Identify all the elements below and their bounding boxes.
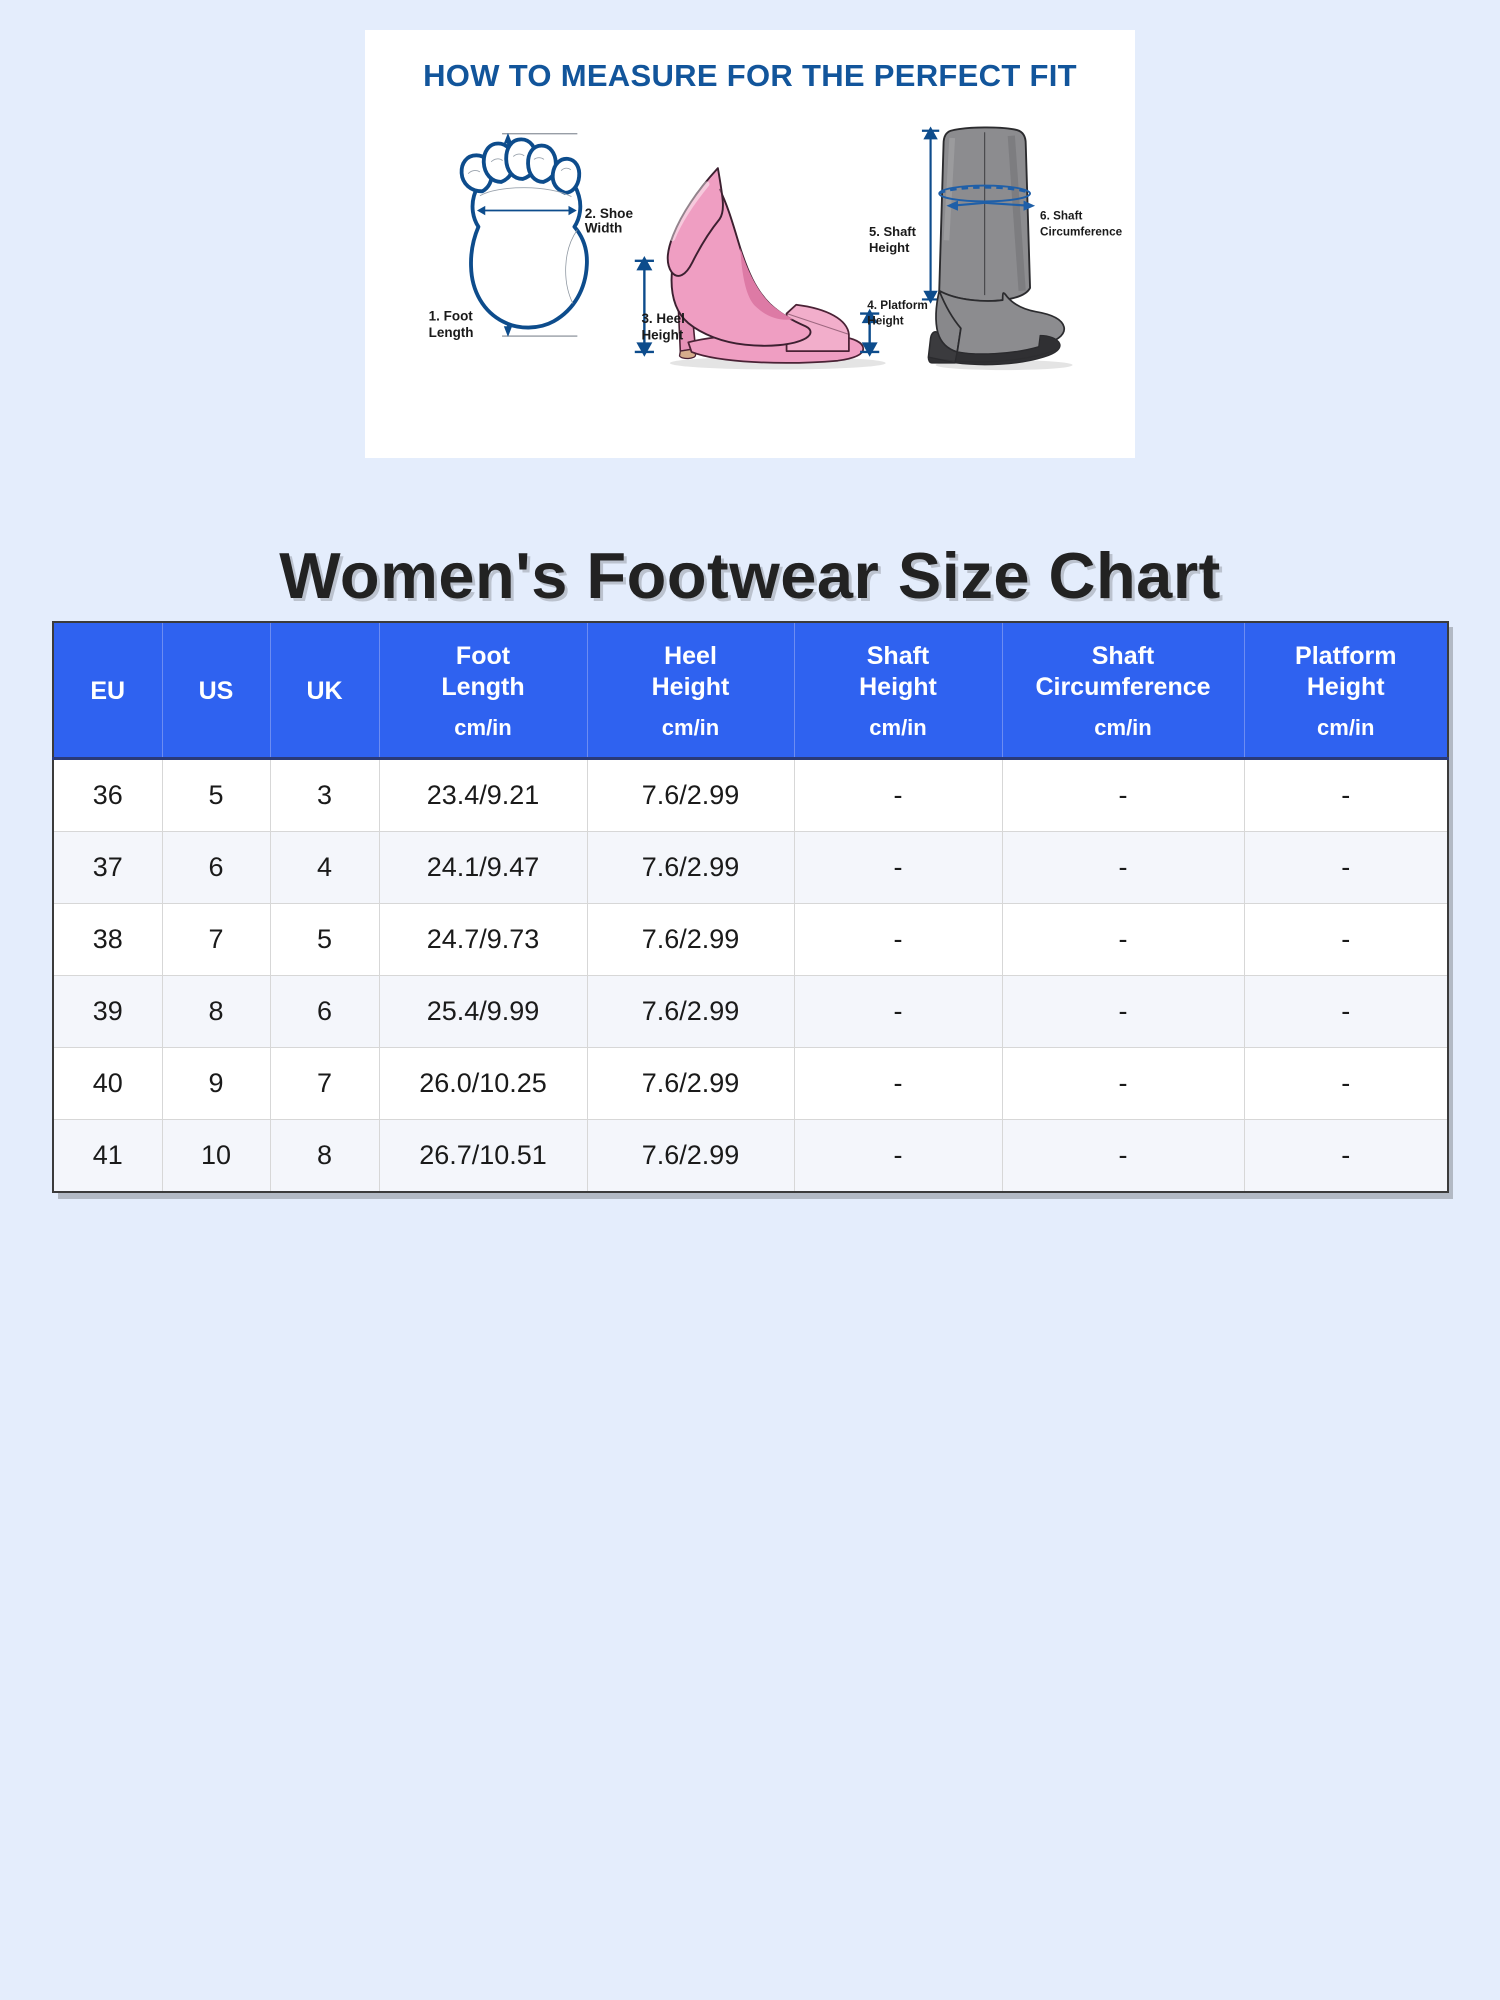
svg-text:2. Shoe: 2. Shoe [585, 206, 634, 221]
svg-text:Height: Height [867, 315, 904, 328]
svg-text:Height: Height [641, 328, 683, 343]
svg-text:3. Heel: 3. Heel [641, 311, 684, 326]
svg-text:5. Shaft: 5. Shaft [869, 224, 917, 239]
svg-text:4. Platform: 4. Platform [867, 299, 928, 312]
svg-text:Length: Length [429, 325, 474, 340]
svg-text:Height: Height [869, 240, 910, 255]
svg-text:1. Foot: 1. Foot [429, 308, 474, 323]
svg-text:Circumference: Circumference [1040, 225, 1123, 238]
svg-text:6. Shaft: 6. Shaft [1040, 210, 1082, 223]
svg-text:Width: Width [585, 221, 623, 236]
